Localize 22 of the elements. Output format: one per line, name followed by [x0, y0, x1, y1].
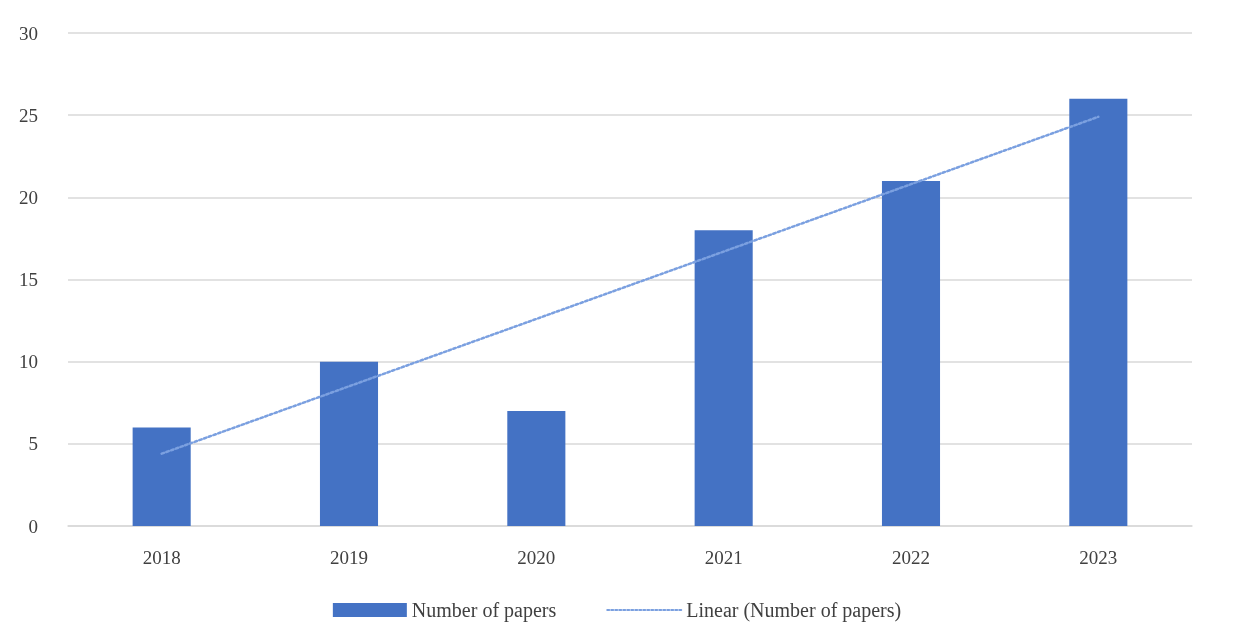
bar: [881, 180, 941, 526]
x-tick-label: 2023: [1079, 547, 1118, 568]
x-tick-label: 2021: [704, 547, 743, 568]
bar: [319, 361, 379, 526]
bar: [132, 427, 191, 526]
x-tick-label: 2018: [142, 547, 181, 568]
bar: [694, 230, 753, 526]
bar: [507, 410, 566, 526]
y-tick-label: 15: [19, 269, 38, 290]
x-tick-label: 2022: [892, 547, 930, 568]
y-tick-label: 20: [19, 186, 38, 208]
x-tick-label: 2019: [330, 547, 368, 568]
y-tick-label: 30: [19, 22, 38, 44]
line-series: [160, 115, 1100, 455]
y-tick-label: 25: [19, 104, 38, 126]
legend-label: Number of papers: [411, 599, 557, 622]
y-tick-label: 0: [28, 515, 38, 537]
x-tick-label: 2020: [517, 547, 556, 568]
bar: [1069, 98, 1128, 526]
y-tick-label: 5: [28, 433, 38, 455]
y-tick-label: 10: [19, 351, 38, 373]
legend-label: Linear (Number of papers): [686, 599, 902, 622]
